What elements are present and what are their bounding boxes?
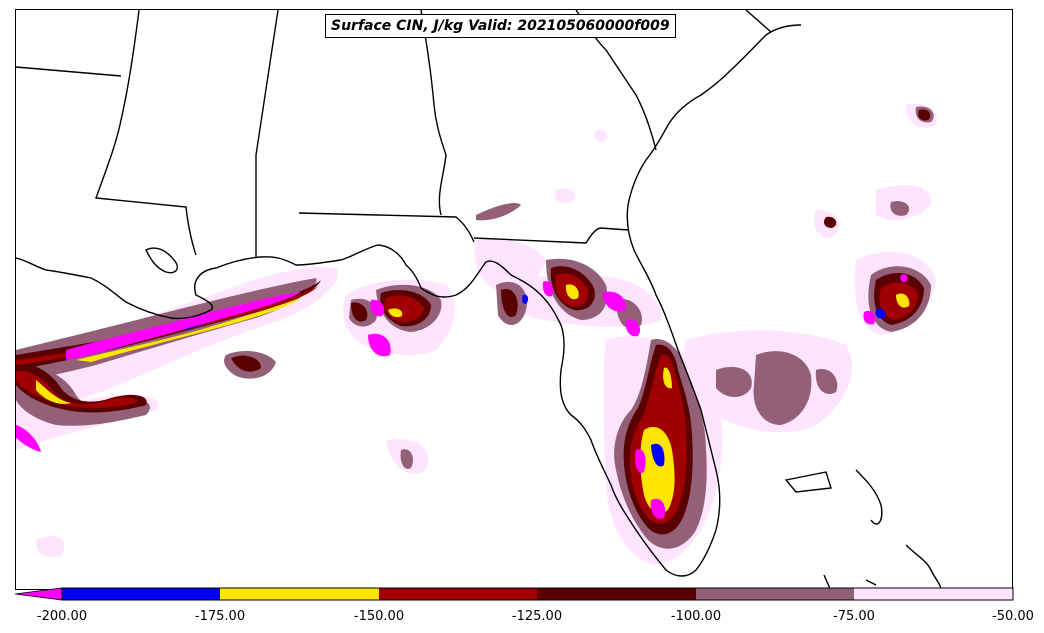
map-boundaries bbox=[16, 10, 942, 589]
cin-map bbox=[16, 10, 942, 589]
colorbar-bin-6 bbox=[854, 588, 1013, 600]
colorbar-tick-label: -200.00 bbox=[36, 609, 88, 624]
colorbar-bin-1 bbox=[62, 588, 220, 600]
mississippi-delta bbox=[145, 247, 178, 274]
state-border-ga-al bbox=[420, 10, 447, 216]
colorbar-tick-label: -75.00 bbox=[833, 609, 875, 624]
map-panel: Surface CIN, J/kg Valid: 202105060000f00… bbox=[15, 9, 1013, 590]
colorbar-frame bbox=[61, 587, 1014, 601]
state-border-al-ga bbox=[255, 10, 279, 258]
colorbar-bin-3 bbox=[379, 588, 537, 600]
colorbar bbox=[15, 587, 1014, 601]
colorbar-tick-label: -175.00 bbox=[194, 609, 246, 624]
state-border-al-fl bbox=[298, 212, 475, 243]
colorbar-bin-2 bbox=[220, 588, 379, 600]
bahamas-islands bbox=[784, 469, 942, 589]
map-title: Surface CIN, J/kg Valid: 202105060000f00… bbox=[325, 14, 676, 38]
colorbar-extend-arrow bbox=[15, 587, 63, 601]
colorbar-tick-label: -50.00 bbox=[992, 609, 1034, 624]
colorbar-bin-4 bbox=[537, 588, 696, 600]
cin-shading-magenta bbox=[16, 274, 908, 519]
state-border-nc-sc bbox=[745, 10, 772, 33]
colorbar-bin-5 bbox=[696, 588, 854, 600]
state-border-ga-fl bbox=[473, 227, 629, 244]
state-border-ms-al bbox=[95, 10, 197, 256]
cin-shading-yellow bbox=[36, 284, 910, 514]
state-border-la-ms bbox=[16, 66, 122, 77]
colorbar-tick-label: -100.00 bbox=[670, 609, 722, 624]
colorbar-tick-label: -125.00 bbox=[511, 609, 563, 624]
gulf-coastline bbox=[16, 24, 802, 577]
colorbar-tick-label: -150.00 bbox=[353, 609, 405, 624]
